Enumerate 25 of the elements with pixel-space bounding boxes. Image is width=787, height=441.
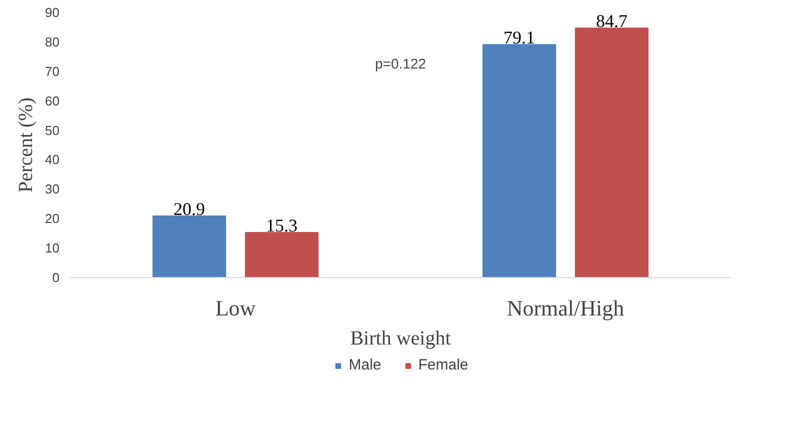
bar — [244, 232, 318, 278]
y-tick-label: 50 — [45, 122, 60, 138]
legend-label: Male — [348, 356, 382, 374]
x-axis-title: Birth weight — [350, 328, 452, 350]
y-axis-title: Percent (%) — [15, 98, 38, 192]
x-tick-label: Low — [215, 296, 256, 320]
y-tick-label: 30 — [45, 182, 60, 197]
y-tick-label: 70 — [45, 64, 60, 79]
x-tick-label: Normal/High — [506, 296, 624, 320]
y-tick-label: 0 — [52, 270, 60, 285]
y-tick-label: 20 — [45, 211, 60, 226]
bar — [482, 44, 556, 278]
bar — [152, 215, 226, 278]
legend-label: Female — [418, 356, 468, 374]
y-tick-label: 40 — [45, 152, 60, 168]
bar — [574, 28, 648, 278]
y-tick-label: 90 — [45, 5, 60, 20]
data-label: 84.7 — [596, 11, 628, 32]
y-tick-label: 80 — [45, 34, 60, 50]
y-tick-label: 10 — [45, 240, 60, 256]
data-label: 79.1 — [504, 28, 536, 48]
data-label: 15.3 — [266, 215, 298, 236]
annotation: p=0.122 — [375, 55, 426, 72]
data-label: 20.9 — [174, 198, 206, 219]
y-tick-label: 60 — [45, 93, 60, 108]
